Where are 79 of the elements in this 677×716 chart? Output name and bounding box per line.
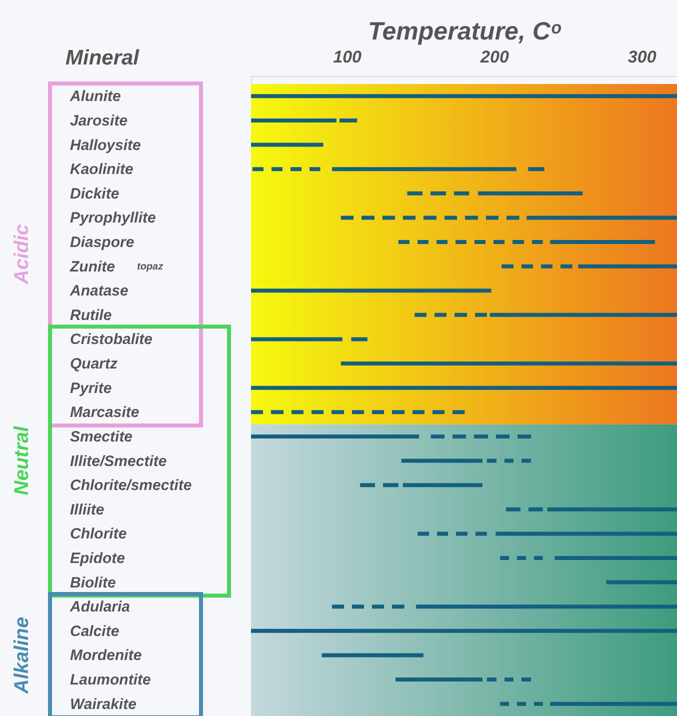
text: Acidic (11, 224, 33, 286)
y-tick-label: Dickite (70, 185, 120, 202)
y-tick-label: Halloysite (70, 136, 141, 154)
bar (322, 653, 424, 658)
text: topaz (137, 261, 164, 272)
y-tick-label: Marcasite (70, 404, 140, 422)
bar (398, 240, 543, 244)
text: Alkaline (11, 616, 33, 695)
bar (339, 118, 358, 122)
y-tick-label: Illite/Smectite (70, 452, 167, 470)
bar (402, 483, 482, 488)
bar (395, 678, 482, 682)
bar (251, 628, 677, 633)
bar (547, 507, 677, 512)
bar (496, 532, 677, 536)
y-tick-label: Diaspore (70, 234, 134, 252)
y-tick-label: Chlorite/smectite (70, 477, 192, 494)
y-tick-label: Anatase (69, 282, 128, 300)
bar (418, 532, 487, 536)
bar (486, 678, 532, 682)
bar (500, 702, 543, 706)
bar (554, 556, 677, 560)
bar (332, 167, 516, 172)
y-tick-label: Rutile (70, 306, 112, 324)
bar (430, 434, 532, 438)
bar (490, 312, 677, 317)
bar (251, 410, 465, 414)
bar (528, 167, 544, 172)
x-tick-label: 200 (480, 48, 510, 66)
y-tick-label: Wairakite (70, 696, 136, 713)
bar (251, 142, 324, 147)
bar (251, 288, 492, 293)
y-tick-label: Adularia (69, 598, 130, 616)
text: Neutral (11, 426, 33, 496)
bar (251, 94, 677, 98)
y-tick-label: Jarosite (70, 112, 128, 130)
y-tick-label: Smectite (70, 428, 133, 446)
x-axis-title: Temperature, Cᵒ (368, 18, 562, 46)
y-tick-label: Laumontite (70, 672, 151, 689)
bar (401, 458, 482, 463)
y-tick-label: Mordenite (70, 647, 142, 664)
bar (360, 483, 398, 488)
bar (252, 167, 320, 172)
x-tick-label: 300 (628, 48, 657, 66)
bar (606, 580, 677, 584)
y-tick-label: Calcite (70, 622, 120, 640)
y-tick-label: Cristobalite (70, 331, 153, 348)
bar (502, 264, 572, 268)
y-tick-label: Pyrophyllite (70, 210, 156, 227)
y-tick-label: Epidote (70, 550, 125, 568)
y-tick-label: Kaolinite (70, 161, 134, 178)
y-tick-label: Pyrite (70, 380, 112, 397)
bar (500, 556, 543, 560)
bar (526, 216, 677, 220)
y-tick-label: Chlorite (70, 526, 127, 543)
bar (332, 604, 404, 609)
y-axis-title: Mineral (66, 46, 140, 70)
x-tick-label: 100 (333, 48, 362, 66)
bar (414, 312, 487, 317)
bar (416, 604, 677, 609)
bar (251, 337, 342, 342)
y-tick-label: Zunite (69, 258, 115, 276)
bar (351, 337, 368, 342)
bar (340, 216, 520, 220)
bar (550, 702, 677, 706)
bar (251, 386, 677, 390)
bar (578, 264, 677, 268)
bar (550, 240, 655, 244)
y-tick-label: Biolite (70, 574, 116, 592)
bar (340, 362, 677, 366)
bar (407, 191, 470, 196)
bar (251, 118, 336, 122)
y-tick-label: Quartz (70, 356, 118, 373)
bar (486, 458, 532, 463)
y-tick-label: Alunite (69, 88, 121, 106)
y-tick-label: Illiite (70, 501, 104, 518)
bar (251, 434, 420, 438)
bar (478, 191, 583, 196)
bar (506, 507, 543, 512)
